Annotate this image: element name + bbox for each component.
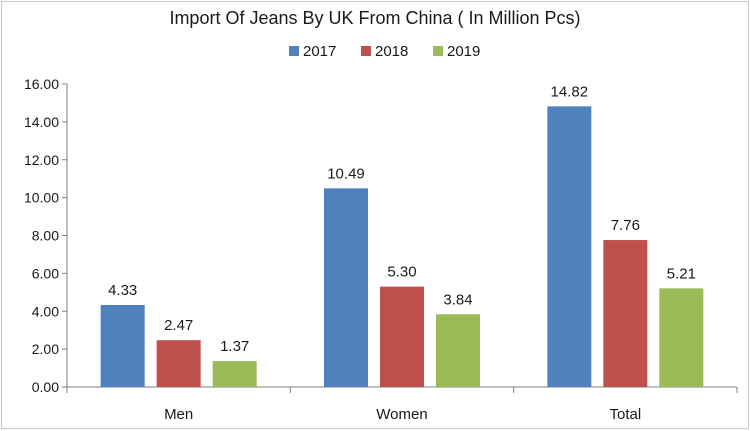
y-tick-label: 0.00 bbox=[32, 379, 59, 395]
y-tick-label: 2.00 bbox=[32, 341, 59, 357]
chart-title: Import Of Jeans By UK From China ( In Mi… bbox=[169, 8, 580, 28]
data-label: 10.49 bbox=[327, 165, 365, 182]
data-label: 1.37 bbox=[220, 338, 249, 355]
data-label: 5.30 bbox=[387, 264, 416, 281]
legend-swatch-2019 bbox=[433, 46, 443, 56]
y-tick-label: 12.00 bbox=[24, 152, 59, 168]
y-tick-label: 14.00 bbox=[24, 114, 59, 130]
data-label: 2.47 bbox=[164, 317, 193, 334]
y-tick-label: 6.00 bbox=[32, 265, 59, 281]
legend: 2017 2018 2019 bbox=[289, 43, 480, 60]
bar-2017-women bbox=[324, 188, 368, 387]
bar-2018-total bbox=[603, 240, 648, 387]
y-tick-label: 10.00 bbox=[24, 190, 59, 206]
data-label: 5.21 bbox=[667, 265, 696, 282]
bar-2017-total bbox=[547, 106, 592, 387]
data-label: 4.33 bbox=[108, 282, 137, 299]
bar-2018-women bbox=[380, 286, 424, 387]
x-category-label: Total bbox=[609, 406, 641, 423]
axes: 0.00 2.00 4.00 6.00 8.00 10.00 12.00 14.00 16.00… bbox=[24, 76, 738, 423]
data-label: 14.82 bbox=[551, 83, 589, 100]
x-category-label: Women bbox=[376, 406, 427, 423]
legend-label-2019: 2019 bbox=[447, 43, 480, 60]
bars bbox=[100, 106, 704, 387]
y-tick-label: 8.00 bbox=[32, 228, 59, 244]
x-category-label: Men bbox=[164, 406, 193, 423]
bar-2019-women bbox=[436, 314, 480, 387]
y-tick-label: 16.00 bbox=[24, 76, 59, 92]
bar-2018-men bbox=[156, 340, 201, 387]
data-label: 3.84 bbox=[443, 291, 472, 308]
legend-label-2017: 2017 bbox=[303, 43, 336, 60]
legend-swatch-2018 bbox=[361, 46, 371, 56]
legend-label-2018: 2018 bbox=[375, 43, 408, 60]
y-tick-label: 4.00 bbox=[32, 303, 59, 319]
legend-swatch-2017 bbox=[289, 46, 299, 56]
data-labels: 4.33 2.47 1.37 10.49 5.30 3.84 14.82 7.76 5.21 bbox=[108, 83, 696, 355]
bar-2019-men bbox=[212, 361, 257, 387]
data-label: 7.76 bbox=[611, 217, 640, 234]
bar-2019-total bbox=[659, 288, 704, 387]
bar-2017-men bbox=[100, 305, 145, 387]
